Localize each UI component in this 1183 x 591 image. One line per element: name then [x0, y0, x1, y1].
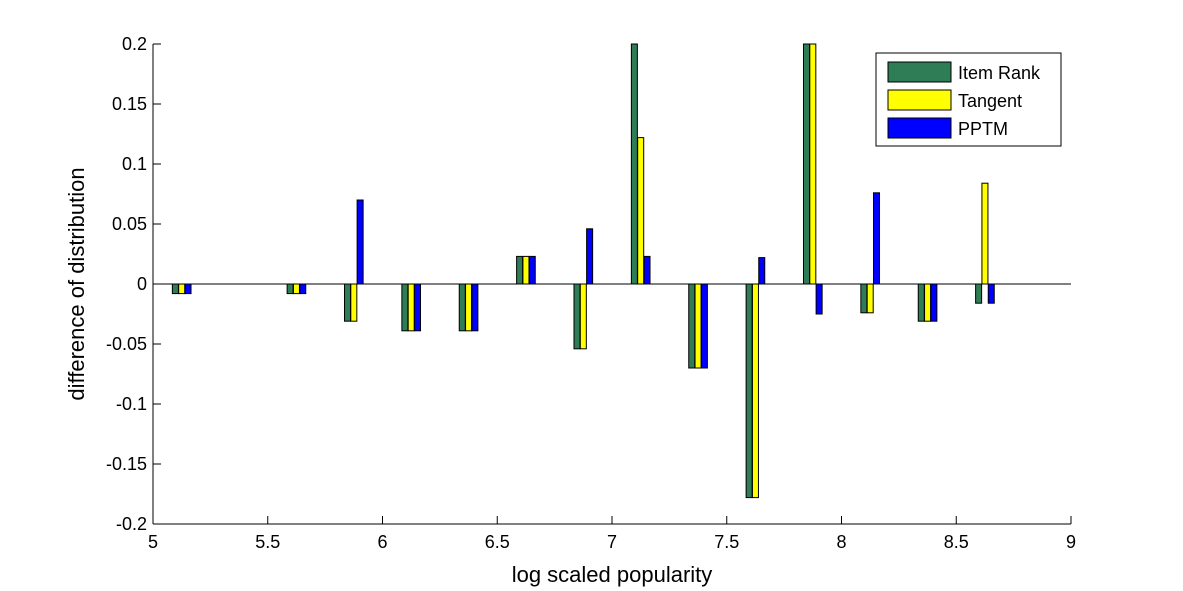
bar-tangent-8 — [694, 283, 702, 369]
bar-item-rank-0 — [171, 283, 179, 295]
bar-pptm-2 — [356, 199, 364, 285]
bar-tangent-3 — [407, 283, 415, 332]
legend-swatch-item-rank — [887, 61, 952, 83]
bar-tangent-2 — [350, 283, 358, 322]
x-tick-label: 6 — [377, 532, 387, 552]
bar-pptm-5 — [528, 255, 536, 285]
bar-pptm-1 — [299, 283, 307, 295]
bar-item-rank-4 — [458, 283, 466, 332]
y-tick-label: 0.15 — [112, 94, 147, 114]
y-tick-label: -0.05 — [106, 334, 147, 354]
y-tick-label: -0.15 — [106, 454, 147, 474]
bar-tangent-10 — [809, 43, 817, 285]
legend-swatch-tangent — [887, 89, 952, 111]
legend-label-item-rank: Item Rank — [958, 63, 1041, 83]
x-tick-label: 7.5 — [714, 532, 739, 552]
bar-item-rank-9 — [745, 283, 753, 499]
bar-item-rank-3 — [401, 283, 409, 332]
bar-tangent-7 — [637, 137, 645, 285]
legend-label-pptm: PPTM — [958, 119, 1008, 139]
y-tick-label: -0.2 — [116, 514, 147, 534]
x-axis-label: log scaled popularity — [512, 562, 713, 587]
x-tick-label: 6.5 — [485, 532, 510, 552]
bar-pptm-10 — [815, 283, 823, 315]
bar-pptm-12 — [930, 283, 938, 322]
bar-item-rank-12 — [917, 283, 925, 322]
bar-tangent-4 — [465, 283, 473, 332]
y-tick-label: -0.1 — [116, 394, 147, 414]
y-tick-label: 0.2 — [122, 34, 147, 54]
bar-pptm-13 — [987, 283, 995, 304]
bar-tangent-5 — [522, 255, 530, 285]
bar-pptm-9 — [758, 257, 766, 285]
bar-tangent-13 — [981, 182, 989, 285]
bars-layer — [171, 43, 995, 499]
y-tick-label: 0 — [137, 274, 147, 294]
bar-pptm-4 — [471, 283, 479, 332]
x-tick-label: 5.5 — [255, 532, 280, 552]
bar-tangent-1 — [292, 283, 300, 295]
bar-tangent-9 — [751, 283, 759, 499]
bar-tangent-0 — [178, 283, 186, 295]
legend-label-tangent: Tangent — [958, 91, 1022, 111]
axes-layer: 5 5.5 6 6.5 7 7.5 8 8.5 9 -0.2 -0.15 -0.1 -0.05 0 0.05… — [106, 34, 1076, 552]
bar-tangent-12 — [924, 283, 932, 322]
x-tick-label: 8.5 — [944, 532, 969, 552]
bar-item-rank-13 — [975, 283, 983, 304]
bar-item-rank-5 — [516, 255, 524, 285]
bar-item-rank-8 — [688, 283, 696, 369]
bar-pptm-7 — [643, 255, 651, 285]
x-tick-label: 8 — [836, 532, 846, 552]
bar-pptm-3 — [413, 283, 422, 332]
bar-tangent-11 — [866, 283, 874, 314]
legend-swatch-pptm — [887, 117, 952, 139]
bar-item-rank-6 — [573, 283, 581, 350]
bar-item-rank-1 — [286, 283, 294, 295]
y-axis-label: difference of distribution — [64, 167, 89, 400]
y-tick-label: 0.1 — [122, 154, 147, 174]
bar-pptm-11 — [872, 192, 881, 285]
legend: Item Rank Tangent PPTM — [875, 52, 1062, 147]
bar-pptm-0 — [184, 283, 192, 295]
bar-tangent-6 — [579, 283, 587, 350]
bar-item-rank-11 — [860, 283, 868, 314]
bar-item-rank-10 — [802, 43, 811, 285]
bar-pptm-6 — [586, 228, 594, 285]
bar-item-rank-7 — [630, 43, 638, 285]
x-tick-label: 9 — [1066, 532, 1076, 552]
y-tick-label: 0.05 — [112, 214, 147, 234]
bar-item-rank-2 — [343, 283, 352, 322]
bar-pptm-8 — [700, 283, 708, 369]
x-tick-label: 7 — [607, 532, 617, 552]
x-tick-label: 5 — [148, 532, 158, 552]
